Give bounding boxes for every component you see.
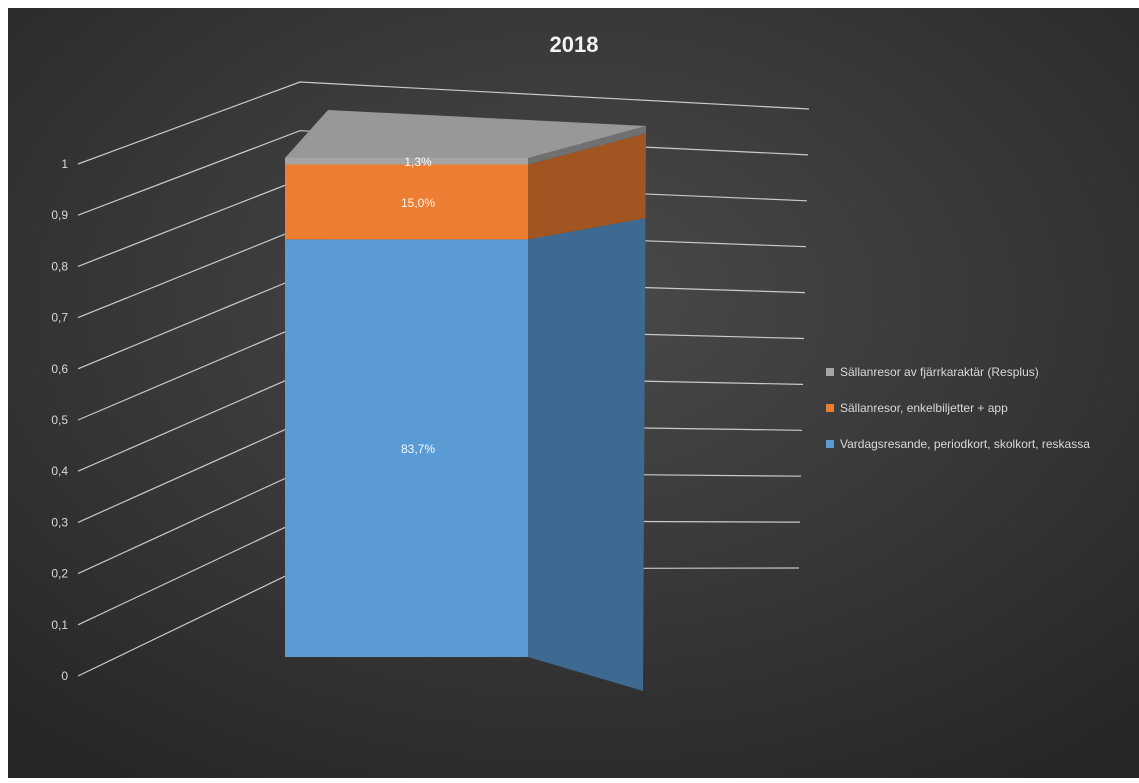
legend-swatch xyxy=(826,404,834,412)
y-tick-label: 0,3 xyxy=(51,515,68,529)
stacked-bar xyxy=(285,110,646,691)
legend: Sällanresor av fjärrkaraktär (Resplus) Sä… xyxy=(826,365,1090,451)
legend-swatch xyxy=(826,368,834,376)
bar-segment-front xyxy=(285,158,528,165)
y-tick-label: 0,4 xyxy=(51,464,68,478)
y-tick-label: 0,9 xyxy=(51,208,68,222)
y-axis-ticks: 0 0,1 0,2 0,3 0,4 0,5 0,6 0,7 0,8 0,9 1 xyxy=(51,157,68,683)
bar-top-face xyxy=(285,110,646,158)
legend-entry: Sällanresor av fjärrkaraktär (Resplus) xyxy=(840,365,1039,379)
chart-title: 2018 xyxy=(550,32,599,57)
y-tick-label: 0,2 xyxy=(51,567,68,581)
legend-swatch xyxy=(826,440,834,448)
bar-segment-front xyxy=(285,239,528,657)
bar-segment-side xyxy=(528,126,646,165)
data-labels: 83,7% 15,0% 1,3% xyxy=(401,155,435,456)
y-tick-label: 0,7 xyxy=(51,311,68,325)
chart: 2018 0 0,1 0,2 0,3 0,4 0,5 0,6 0,7 0,8 0,9 1 83,7%… xyxy=(8,8,1139,778)
y-tick-label: 0,6 xyxy=(51,362,68,376)
data-label: 15,0% xyxy=(401,196,435,210)
y-tick-label: 0,1 xyxy=(51,618,68,632)
chart-svg: 2018 0 0,1 0,2 0,3 0,4 0,5 0,6 0,7 0,8 0,9 1 83,7%… xyxy=(8,8,1139,778)
bar-segment-side xyxy=(528,133,646,240)
y-tick-label: 0,5 xyxy=(51,413,68,427)
y-tick-label: 1 xyxy=(61,157,68,171)
gridline xyxy=(77,81,810,165)
bar-segment-side xyxy=(528,218,646,691)
y-tick-label: 0 xyxy=(61,669,68,683)
y-tick-label: 0,8 xyxy=(51,259,68,273)
data-label: 83,7% xyxy=(401,442,435,456)
legend-entry: Sällanresor, enkelbiljetter + app xyxy=(840,401,1008,415)
data-label: 1,3% xyxy=(404,155,432,169)
legend-entry: Vardagsresande, periodkort, skolkort, re… xyxy=(840,437,1090,451)
bar-segment-front xyxy=(285,164,528,240)
